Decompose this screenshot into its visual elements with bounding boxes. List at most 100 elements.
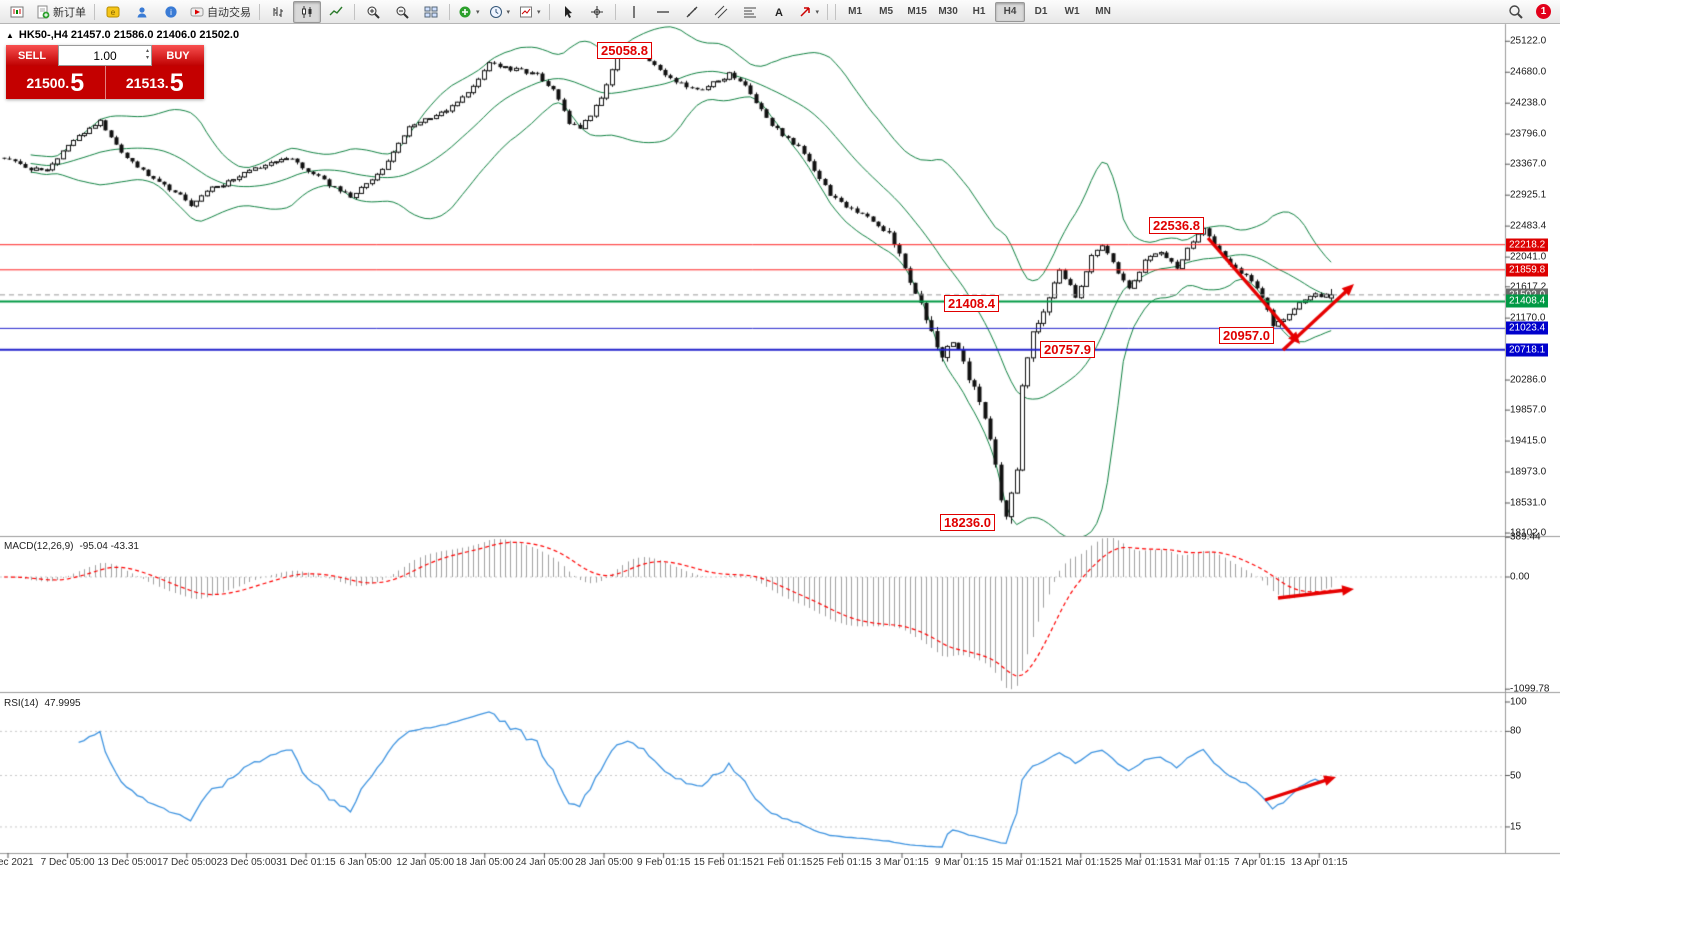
timeframe-m15[interactable]: M15 bbox=[907, 6, 927, 17]
svg-text:i: i bbox=[170, 8, 172, 17]
toolbar-separator bbox=[614, 3, 616, 20]
toolbar-separator bbox=[827, 3, 829, 20]
price-axis-tick: 25122.0 bbox=[1510, 35, 1547, 47]
bars-icon bbox=[271, 5, 285, 19]
timeframe-w1[interactable]: W1 bbox=[1064, 6, 1080, 17]
one-click-collapse-icon[interactable]: ▲ bbox=[6, 30, 14, 40]
timeframe-m1[interactable]: M1 bbox=[848, 6, 863, 17]
price-tag: 21859.8 bbox=[1506, 263, 1549, 277]
price-axis-tick: 20286.0 bbox=[1510, 374, 1547, 386]
zoomout-icon bbox=[395, 5, 409, 19]
volume-input[interactable]: 1.00 ▴ ▾ bbox=[58, 45, 152, 66]
time-axis-label: 25 Mar 01:15 bbox=[1110, 857, 1170, 868]
dropdown-arrow-icon: ▾ bbox=[506, 8, 511, 16]
metaeditor-button[interactable]: e bbox=[99, 1, 127, 23]
rsi-axis-tick: 100 bbox=[1510, 696, 1527, 708]
price-annotation[interactable]: 20757.9 bbox=[1040, 341, 1095, 358]
line-chart-button[interactable] bbox=[322, 1, 350, 23]
new-order-button[interactable]: 新订单 bbox=[32, 1, 90, 23]
price-annotation[interactable]: 22536.8 bbox=[1149, 217, 1204, 234]
volume-down-icon[interactable]: ▾ bbox=[145, 55, 149, 61]
search-icon bbox=[1508, 4, 1523, 19]
bar-chart-button[interactable] bbox=[264, 1, 292, 23]
time-axis-label: 25 Feb 01:15 bbox=[812, 857, 872, 868]
sell-price[interactable]: 21500. 5 bbox=[6, 66, 105, 99]
template-icon bbox=[519, 5, 533, 19]
time-axis-label: 9 Mar 01:15 bbox=[934, 857, 989, 868]
clock-icon bbox=[489, 5, 503, 19]
zoom-out-button[interactable] bbox=[388, 1, 416, 23]
timeframe-d1[interactable]: D1 bbox=[1034, 6, 1048, 17]
data-window-button[interactable]: i bbox=[157, 1, 185, 23]
tline-icon bbox=[685, 5, 699, 19]
indicators-button[interactable]: ▾ bbox=[454, 1, 484, 23]
horizontal-line-button[interactable] bbox=[649, 1, 677, 23]
macd-name: MACD(12,26,9) bbox=[4, 541, 74, 552]
price-tag: 21023.4 bbox=[1506, 321, 1549, 335]
timeframe-m30[interactable]: M30 bbox=[938, 6, 958, 17]
buy-button[interactable]: BUY bbox=[152, 45, 204, 66]
toolbar-right-group: 1 bbox=[1501, 1, 1557, 23]
price-axis-tick: 18102.0 bbox=[1510, 527, 1547, 539]
toolbar-separator bbox=[835, 3, 837, 20]
timeframe-m5[interactable]: M5 bbox=[879, 6, 894, 17]
price-annotation[interactable]: 25058.8 bbox=[597, 42, 652, 59]
time-axis-label: 13 Apr 01:15 bbox=[1290, 857, 1348, 868]
new-order-button-label: 新订单 bbox=[53, 6, 86, 19]
volume-spinner[interactable]: ▴ ▾ bbox=[146, 48, 149, 62]
price-annotation[interactable]: 21408.4 bbox=[944, 295, 999, 312]
order-icon bbox=[36, 5, 50, 19]
zoom-in-button[interactable] bbox=[359, 1, 387, 23]
price-annotation[interactable]: 20957.0 bbox=[1219, 327, 1274, 344]
plusgreen-icon bbox=[458, 5, 472, 19]
auto-trading-button[interactable]: 自动交易 bbox=[186, 1, 255, 23]
time-axis-label: 6 Jan 05:00 bbox=[339, 857, 392, 868]
hline-icon bbox=[656, 5, 670, 19]
candles-icon bbox=[300, 5, 314, 19]
timeframe-h1[interactable]: H1 bbox=[972, 6, 986, 17]
timeframe-h4[interactable]: H4 bbox=[995, 1, 1026, 22]
tile-windows-button[interactable] bbox=[417, 1, 445, 23]
search-button[interactable] bbox=[1501, 1, 1529, 23]
time-axis-label: 3 Mar 01:15 bbox=[875, 857, 929, 868]
autoplay-icon bbox=[190, 5, 204, 19]
crosshair-button[interactable] bbox=[583, 1, 611, 23]
arrows-tool-button[interactable]: ▾ bbox=[794, 1, 824, 23]
templates-button[interactable]: ▾ bbox=[515, 1, 545, 23]
trading-terminal-window: 新订单 e i 自动交易 ▾ ▾ ▾ A ▾ M1 M5 M15 M30 H1 H4 D1 W1 MN 1 ▲ HK… bbox=[0, 0, 1560, 875]
buy-price[interactable]: 21513. 5 bbox=[106, 66, 205, 99]
toolbar-separator bbox=[354, 3, 355, 20]
dropdown-arrow-icon: ▾ bbox=[476, 8, 480, 16]
candlestick-chart-button[interactable] bbox=[293, 0, 321, 23]
fibonacci-button[interactable] bbox=[736, 1, 764, 23]
cursor-button[interactable] bbox=[554, 1, 582, 23]
time-axis-label: 21 Mar 01:15 bbox=[1051, 857, 1111, 868]
text-button[interactable]: A bbox=[765, 1, 793, 23]
channel-button[interactable] bbox=[707, 1, 735, 23]
market-watch-button[interactable] bbox=[128, 1, 156, 23]
tiles-icon bbox=[424, 5, 438, 19]
price-axis-tick: 19415.0 bbox=[1510, 435, 1547, 447]
volume-up-icon[interactable]: ▴ bbox=[145, 48, 149, 54]
periods-button[interactable]: ▾ bbox=[485, 1, 515, 23]
price-axis-tick: 18531.0 bbox=[1510, 497, 1547, 509]
toolbar-separator bbox=[548, 3, 550, 20]
notification-badge[interactable]: 1 bbox=[1536, 4, 1551, 19]
price-tag: 21408.4 bbox=[1506, 294, 1549, 308]
price-annotation[interactable]: 18236.0 bbox=[940, 514, 995, 531]
chart-window-button[interactable] bbox=[3, 1, 31, 23]
time-axis-label: 31 Mar 01:15 bbox=[1170, 857, 1230, 868]
price-axis-tick: 21170.0 bbox=[1510, 312, 1546, 324]
trendline-button[interactable] bbox=[678, 1, 706, 23]
timeframe-mn[interactable]: MN bbox=[1095, 6, 1111, 17]
price-axis-tick: 18973.0 bbox=[1510, 466, 1547, 478]
sell-button[interactable]: SELL bbox=[6, 45, 58, 66]
symbol-ohlc-bar: ▲ HK50-,H4 21457.0 21586.0 21406.0 21502… bbox=[6, 29, 239, 41]
vertical-line-button[interactable] bbox=[620, 1, 648, 23]
info-icon: i bbox=[164, 5, 178, 19]
chart-canvas[interactable] bbox=[0, 0, 1560, 875]
main-toolbar: 新订单 e i 自动交易 ▾ ▾ ▾ A ▾ M1 M5 M15 M30 H1 H4 D1 W1 MN 1 bbox=[0, 0, 1560, 24]
time-axis-label: 12 Jan 05:00 bbox=[396, 857, 455, 868]
time-axis-label: 21 Feb 01:15 bbox=[753, 857, 813, 868]
